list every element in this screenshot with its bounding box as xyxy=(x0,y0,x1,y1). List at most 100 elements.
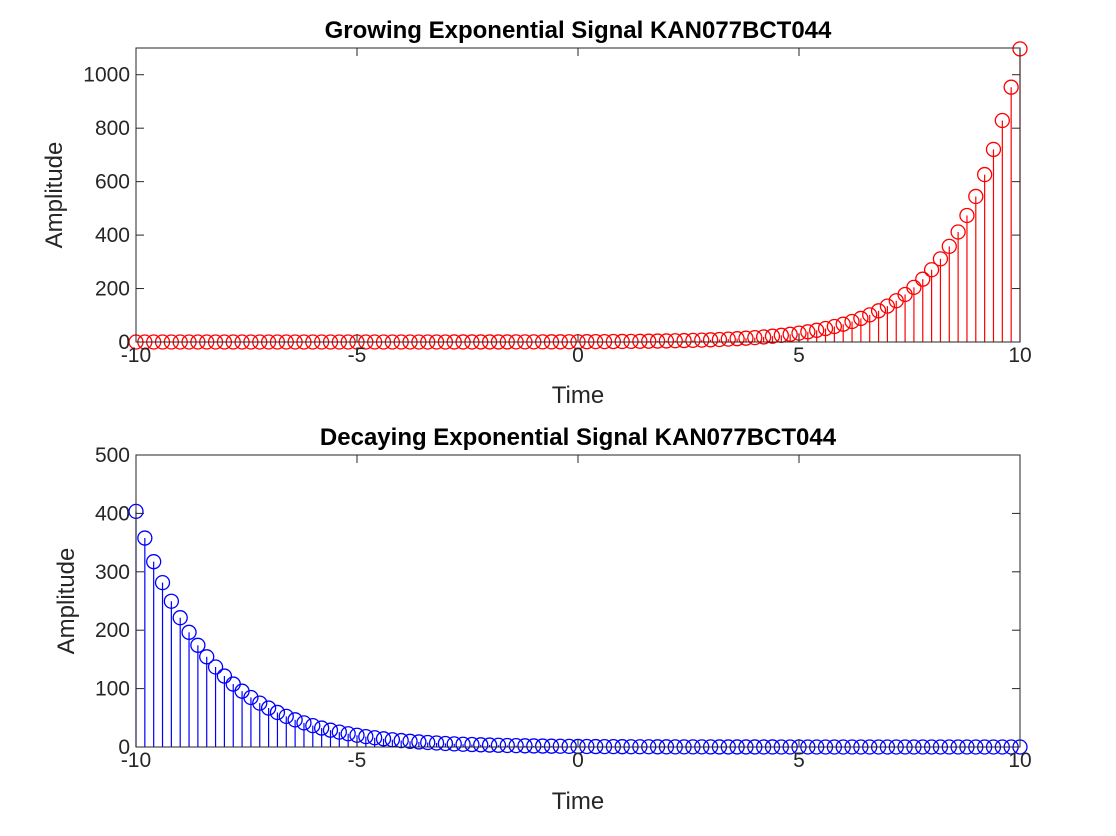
stem-marker xyxy=(464,736,480,753)
stem-marker xyxy=(702,332,719,348)
y-tick-label: 600 xyxy=(95,171,130,194)
stem-marker xyxy=(296,715,312,731)
y-tick-label: 100 xyxy=(95,678,130,701)
y-tick-label: 200 xyxy=(95,619,130,642)
x-tick-label: 0 xyxy=(572,749,584,772)
y-tick-label: 500 xyxy=(95,444,130,467)
stem-marker xyxy=(526,738,542,754)
stem-marker xyxy=(862,307,878,323)
y-tick-label: 400 xyxy=(95,224,130,247)
x-axis-label: Time xyxy=(552,382,604,409)
stem-marker xyxy=(517,738,533,754)
stem-marker xyxy=(685,332,701,349)
stem-marker xyxy=(269,704,286,721)
stem-marker xyxy=(375,731,392,747)
stem-marker xyxy=(243,689,259,706)
stem-marker xyxy=(420,734,436,751)
y-tick-label: 400 xyxy=(95,502,130,525)
y-tick-label: 0 xyxy=(118,736,130,759)
stem-marker xyxy=(181,624,197,640)
x-tick-label: 5 xyxy=(793,344,805,367)
stem-marker xyxy=(481,737,498,753)
stem-marker xyxy=(367,730,383,746)
stem-marker xyxy=(711,331,728,348)
stem-marker xyxy=(853,310,869,327)
stem-marker xyxy=(579,738,595,755)
stem-marker xyxy=(614,333,630,350)
stem-marker xyxy=(985,141,1002,158)
stem-marker xyxy=(994,112,1010,129)
stem-marker xyxy=(252,695,268,711)
stem-marker xyxy=(199,649,215,665)
x-tick-label: 10 xyxy=(1008,344,1031,367)
x-tick-label: 10 xyxy=(1008,749,1031,772)
y-axis-label: Amplitude xyxy=(53,548,80,655)
x-tick-label: -10 xyxy=(121,344,151,367)
stem-marker xyxy=(446,736,462,752)
stem-marker xyxy=(817,320,834,337)
stem-marker xyxy=(534,738,551,754)
stem-marker xyxy=(835,316,851,332)
stem-marker xyxy=(331,724,347,740)
stem-marker xyxy=(499,737,515,754)
stem-marker xyxy=(676,332,692,349)
stem-marker xyxy=(729,331,745,347)
stem-marker xyxy=(543,738,560,754)
y-tick-label: 800 xyxy=(95,117,130,140)
stem-marker xyxy=(437,735,454,752)
stem-marker xyxy=(411,734,427,750)
stem-marker xyxy=(950,224,966,240)
stem-marker xyxy=(278,708,294,725)
stem-marker xyxy=(163,593,180,609)
stem-marker xyxy=(923,262,940,278)
stem-marker xyxy=(738,330,754,346)
stem-marker xyxy=(941,238,957,255)
stem-marker xyxy=(428,735,445,751)
stem-marker xyxy=(632,333,648,349)
x-tick-label: 0 xyxy=(572,344,584,367)
stem-marker xyxy=(915,271,931,287)
stem-marker xyxy=(137,530,153,546)
stem-marker xyxy=(747,329,763,346)
stem-marker xyxy=(667,333,683,349)
x-tick-label: -10 xyxy=(121,749,151,772)
stem-marker xyxy=(552,738,568,754)
stem-marker xyxy=(649,333,666,349)
stem-marker xyxy=(216,668,233,684)
plot-area xyxy=(136,48,1020,342)
plot-area xyxy=(136,455,1020,747)
stem-marker xyxy=(976,166,993,183)
stem-marker xyxy=(755,329,772,345)
stem-marker xyxy=(782,326,798,342)
stem-marker xyxy=(809,322,825,338)
stem-marker xyxy=(402,733,418,749)
stem-marker xyxy=(561,738,577,754)
x-axis-label: Time xyxy=(552,788,604,815)
y-tick-label: 300 xyxy=(95,561,130,584)
stem-marker xyxy=(190,637,206,653)
stem-marker xyxy=(508,737,524,754)
stem-marker xyxy=(287,712,303,728)
stem-marker xyxy=(340,726,356,742)
stem-marker xyxy=(658,333,675,349)
stem-marker xyxy=(826,318,843,335)
stem-marker xyxy=(172,610,188,626)
x-tick-label: -5 xyxy=(348,749,367,772)
stem-marker xyxy=(623,333,639,350)
ticks: -10 -5 0 5 10 0 200 400 600 800 1000 xyxy=(83,48,1032,367)
chart-title: Decaying Exponential Signal KAN077BCT044 xyxy=(320,424,837,451)
growing-signal-axes: -10 -5 0 5 10 0 200 400 600 800 1000 Growing Expon… xyxy=(41,17,1032,409)
stem-marker xyxy=(800,324,816,340)
stem-marker xyxy=(764,328,781,344)
stem-marker xyxy=(154,574,171,591)
stem-marker xyxy=(490,737,507,753)
stem-marker xyxy=(959,207,975,224)
y-tick-label: 1000 xyxy=(83,64,130,87)
chart-title: Growing Exponential Signal KAN077BCT044 xyxy=(325,17,832,44)
stem-marker xyxy=(879,298,896,314)
stem-marker xyxy=(720,331,736,347)
stem-marker xyxy=(932,251,949,267)
